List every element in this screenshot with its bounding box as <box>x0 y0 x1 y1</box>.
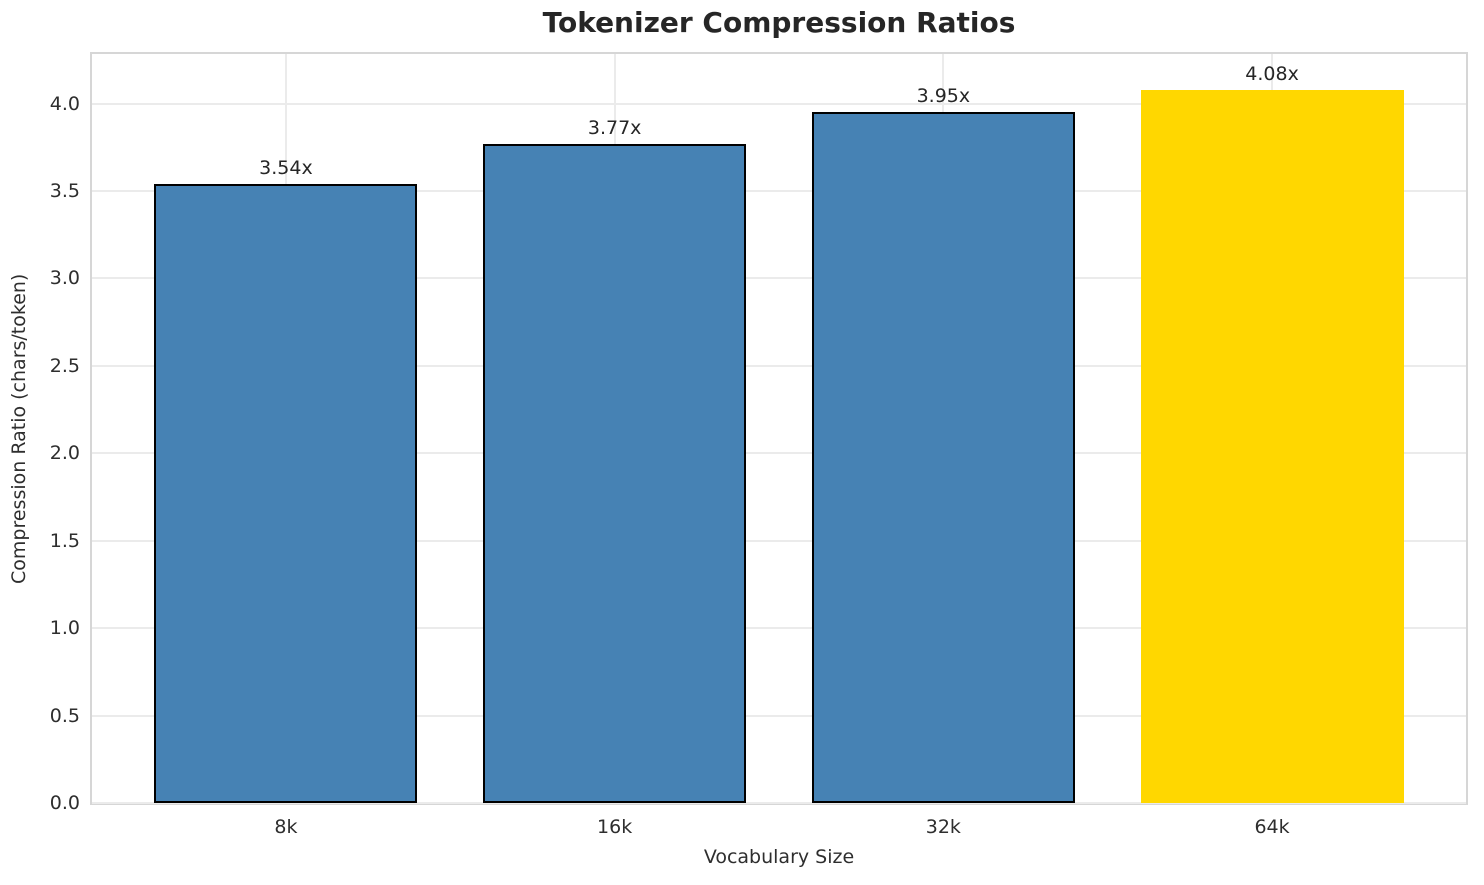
bar-value-label: 4.08x <box>1245 62 1299 85</box>
x-tick-label: 8k <box>274 816 298 838</box>
x-tick-label: 16k <box>597 816 633 838</box>
y-tick-label: 4.0 <box>49 92 80 115</box>
gridline-horizontal <box>92 802 1466 804</box>
gridline-horizontal <box>92 102 1466 105</box>
y-tick-label: 0.0 <box>49 792 80 814</box>
chart-title: Tokenizer Compression Ratios <box>542 6 1016 39</box>
x-tick-label: 32k <box>925 816 961 838</box>
y-tick-label: 2.0 <box>49 442 80 465</box>
bar-32k <box>811 112 1075 803</box>
gridline-horizontal <box>92 452 1466 455</box>
y-tick-label: 2.5 <box>49 354 80 377</box>
y-tick-label: 3.0 <box>49 267 80 290</box>
bar-16k <box>483 143 747 803</box>
gridline-horizontal <box>92 539 1466 542</box>
bar-8k <box>154 184 418 803</box>
y-tick-label: 0.5 <box>49 704 80 727</box>
y-tick-label: 1.5 <box>49 529 80 552</box>
bar-value-label: 3.77x <box>587 116 642 139</box>
gridline-horizontal <box>92 714 1466 717</box>
bar-64k <box>1140 89 1404 803</box>
gridline-horizontal <box>92 364 1466 367</box>
gridline-horizontal <box>92 627 1466 630</box>
y-tick-label: 1.0 <box>49 617 80 640</box>
plot-area: 3.54x 3.77x 3.95x 4.08x <box>90 52 1468 805</box>
y-tick-label: 3.5 <box>49 180 80 203</box>
bar-value-label: 3.95x <box>916 85 971 108</box>
bar-value-label: 3.54x <box>259 157 313 180</box>
y-axis-label: Compression Ratio (chars/token) <box>8 273 30 584</box>
x-axis-label: Vocabulary Size <box>703 846 855 868</box>
x-tick-label: 64k <box>1254 816 1290 838</box>
gridline-horizontal <box>92 277 1466 280</box>
gridline-horizontal <box>92 190 1466 193</box>
